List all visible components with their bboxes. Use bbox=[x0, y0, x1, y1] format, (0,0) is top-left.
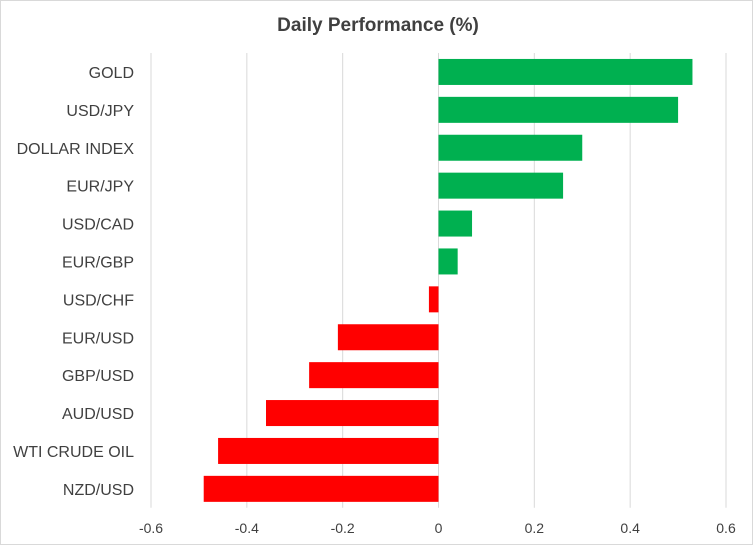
category-label: EUR/JPY bbox=[66, 179, 134, 196]
category-label: EUR/USD bbox=[62, 330, 134, 347]
category-label: USD/CAD bbox=[62, 217, 134, 234]
x-tick-label: -0.4 bbox=[235, 520, 259, 536]
category-label: NZD/USD bbox=[63, 482, 134, 499]
bar bbox=[309, 362, 439, 389]
x-tick-labels: -0.6 -0.4 -0.2 0 0.2 0.4 0.6 bbox=[139, 520, 736, 536]
x-tick-label: -0.6 bbox=[139, 520, 163, 536]
x-tick-label: 0.2 bbox=[525, 520, 545, 536]
category-label: USD/CHF bbox=[63, 292, 134, 309]
bar bbox=[438, 58, 693, 85]
bar bbox=[438, 248, 458, 275]
bar bbox=[428, 286, 439, 313]
x-tick-label: 0.6 bbox=[716, 520, 736, 536]
bar bbox=[203, 475, 439, 502]
bar bbox=[438, 172, 564, 199]
x-tick-label: 0 bbox=[435, 520, 443, 536]
bar bbox=[218, 437, 439, 464]
x-tick-label: 0.4 bbox=[620, 520, 640, 536]
category-label: EUR/GBP bbox=[62, 254, 134, 271]
category-label: AUD/USD bbox=[62, 406, 134, 423]
category-label: WTI CRUDE OIL bbox=[13, 444, 134, 461]
category-label: GOLD bbox=[89, 65, 134, 82]
bar bbox=[438, 96, 679, 123]
bars bbox=[203, 58, 693, 502]
chart-title: Daily Performance (%) bbox=[277, 15, 479, 36]
gridlines bbox=[150, 53, 727, 508]
category-label: DOLLAR INDEX bbox=[17, 141, 135, 158]
bar bbox=[438, 210, 473, 237]
category-label: GBP/USD bbox=[62, 368, 134, 385]
x-tick-label: -0.2 bbox=[331, 520, 355, 536]
category-labels: GOLD USD/JPY DOLLAR INDEX EUR/JPY USD/CAD EUR… bbox=[13, 65, 134, 499]
bar bbox=[337, 324, 439, 351]
bar bbox=[266, 400, 439, 427]
category-label: USD/JPY bbox=[66, 103, 134, 120]
bar bbox=[438, 134, 583, 161]
